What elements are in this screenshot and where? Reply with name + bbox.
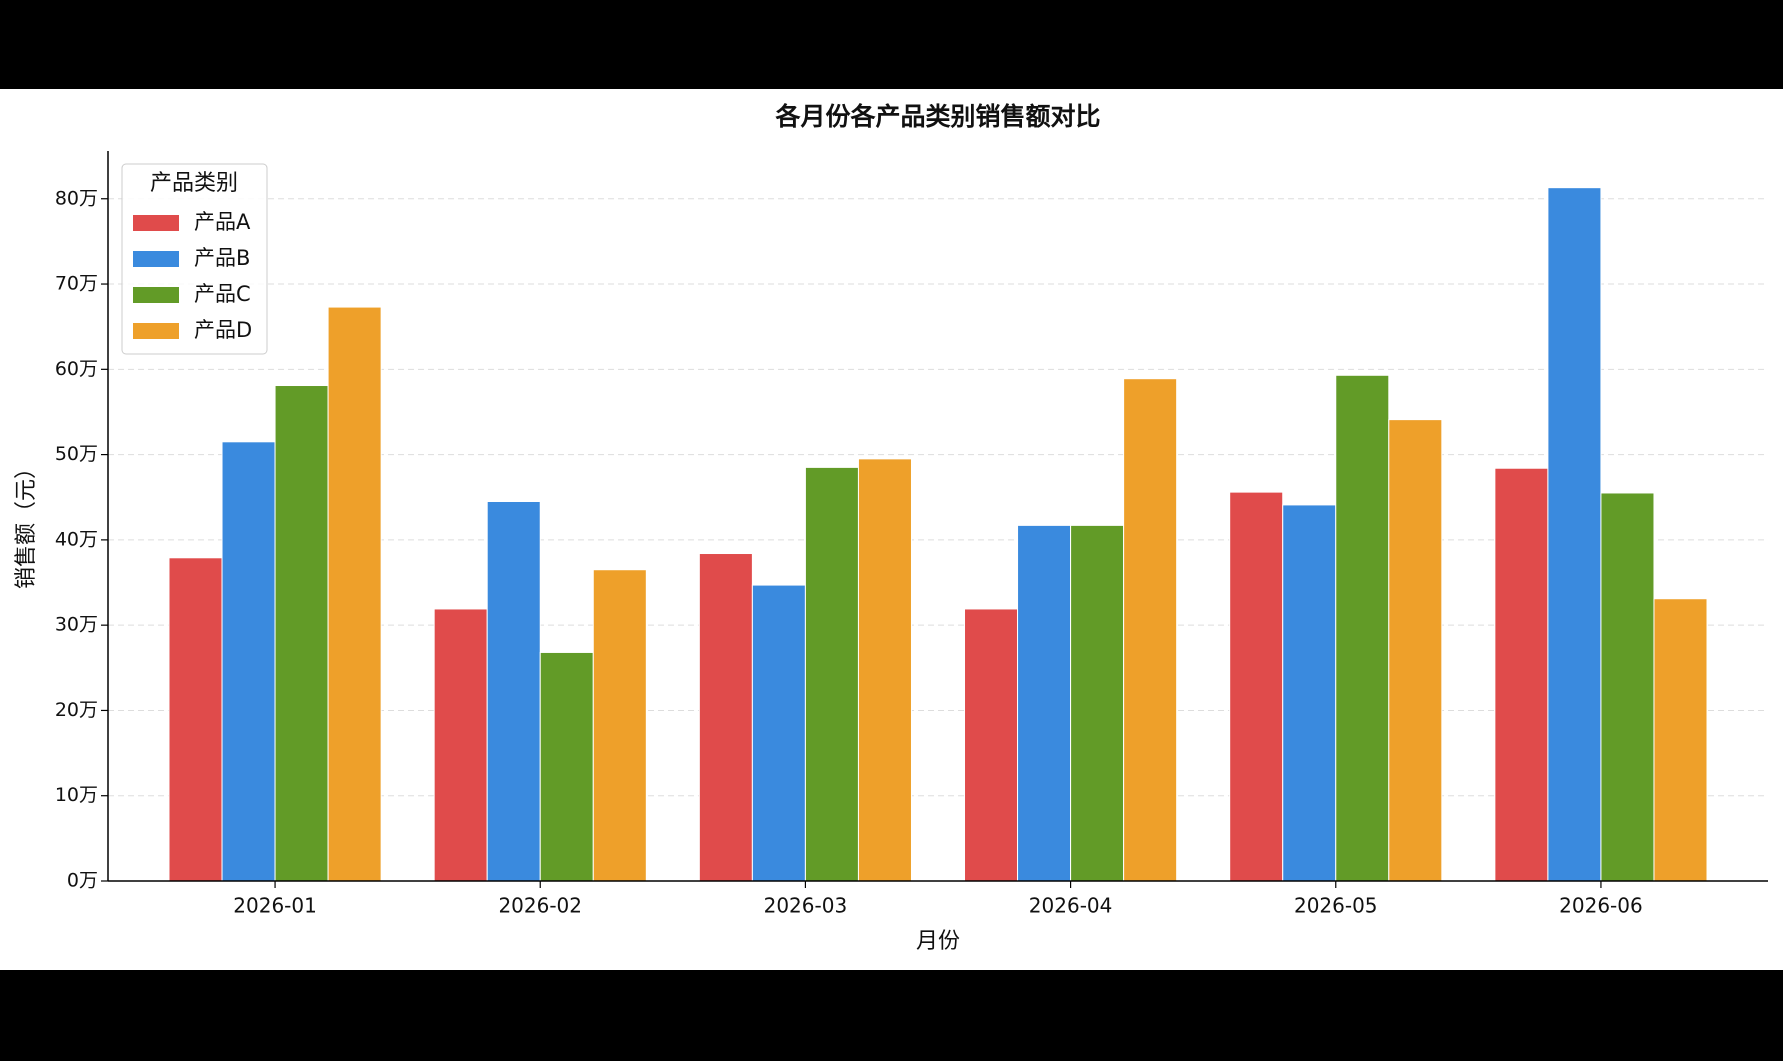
- legend-swatch: [133, 323, 179, 339]
- legend-label: 产品A: [194, 210, 251, 234]
- legend-box: [121, 163, 268, 355]
- x-axis-label: 月份: [916, 929, 960, 954]
- legend-label: 产品C: [194, 282, 251, 306]
- x-tick-label: 2026-05: [1294, 894, 1378, 918]
- bar: [857, 458, 912, 882]
- bar: [751, 584, 806, 882]
- bar: [804, 466, 859, 882]
- x-tick-label: 2026-01: [233, 894, 317, 918]
- x-tick-label: 2026-04: [1029, 894, 1113, 918]
- y-tick-label: 40万: [55, 528, 98, 550]
- y-tick-label: 30万: [55, 614, 98, 636]
- bar: [1547, 187, 1602, 882]
- y-tick-label: 70万: [55, 273, 98, 295]
- y-axis-label: 销售额（元）: [14, 457, 39, 589]
- bar: [1229, 491, 1284, 882]
- bar: [274, 385, 329, 882]
- legend-label: 产品B: [194, 246, 250, 270]
- y-tick-label: 0万: [67, 870, 98, 892]
- bar: [486, 501, 541, 882]
- legend-label: 产品D: [194, 318, 252, 342]
- y-tick-label: 10万: [55, 784, 98, 806]
- y-tick-label: 50万: [55, 443, 98, 465]
- y-tick-label: 60万: [55, 358, 98, 380]
- bar: [1388, 419, 1443, 882]
- bar: [1282, 504, 1337, 882]
- x-tick-label: 2026-03: [764, 894, 848, 918]
- bar: [1123, 378, 1178, 882]
- bar: [1335, 374, 1390, 882]
- bar: [433, 608, 488, 882]
- y-tick-label: 20万: [55, 699, 98, 721]
- bar: [1600, 492, 1655, 882]
- bar: [1653, 598, 1708, 882]
- bar: [168, 557, 223, 882]
- bar: [1494, 467, 1549, 882]
- bar: [1070, 524, 1125, 882]
- x-tick-label: 2026-06: [1559, 894, 1643, 918]
- legend-title: 产品类别: [150, 171, 238, 196]
- bar: [698, 553, 753, 882]
- bar: [327, 306, 382, 882]
- bar: [592, 569, 647, 882]
- bar: [539, 651, 594, 882]
- bar: [1017, 524, 1072, 882]
- legend-swatch: [133, 215, 179, 231]
- bar: [221, 441, 276, 882]
- legend-swatch: [133, 251, 179, 267]
- bar: [964, 608, 1019, 882]
- y-tick-label: 80万: [55, 187, 98, 209]
- chart-title: 各月份各产品类别销售额对比: [774, 102, 1100, 131]
- legend-swatch: [133, 287, 179, 303]
- x-tick-label: 2026-02: [498, 894, 582, 918]
